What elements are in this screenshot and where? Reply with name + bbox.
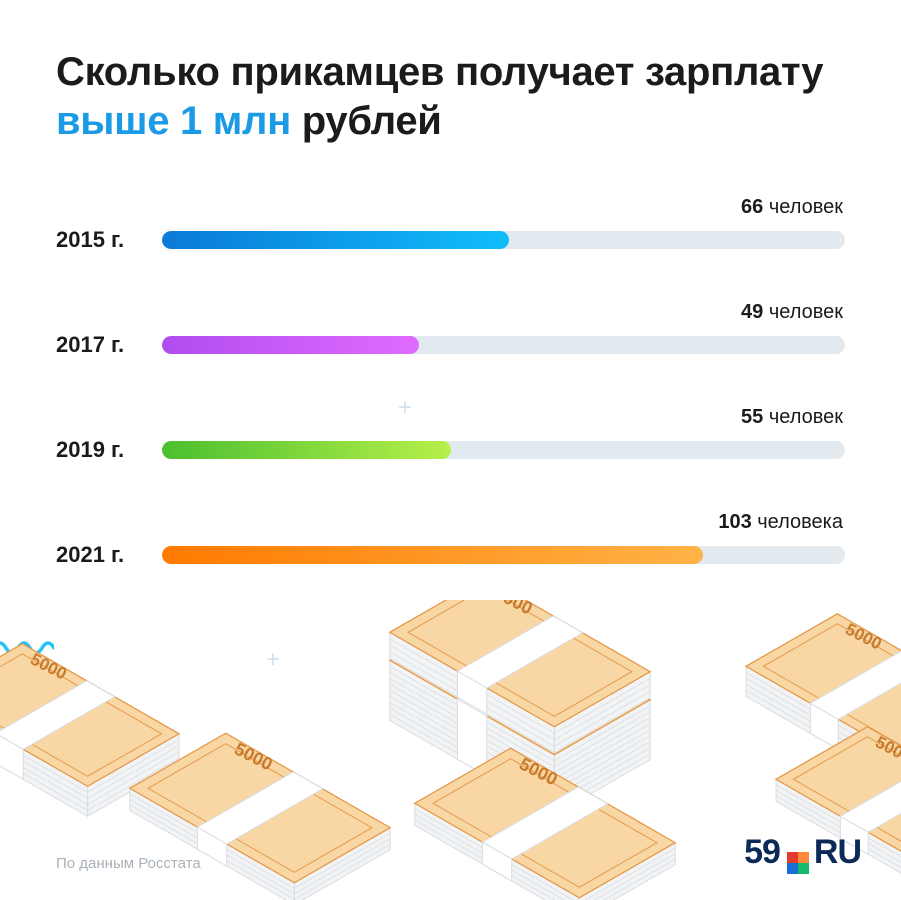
bar-fill [162,231,509,249]
bar-row: 49 человек 2017 г. [56,301,845,358]
bar-year-label: 2021 г. [56,542,144,568]
bar-value-label: 55 человек [56,406,845,429]
bar-year-label: 2019 г. [56,437,144,463]
bar-chart: 66 человек 2015 г. 49 человек 2017 г. 55 чел… [56,196,845,568]
bar-year-label: 2017 г. [56,332,144,358]
bar-row: 55 человек 2019 г. [56,406,845,463]
logo-suffix: RU [814,833,861,872]
title-highlight: выше 1 млн [56,99,291,143]
title-part-3: рублей [291,99,442,143]
bar-track [162,546,845,564]
source-text: По данным Росстата [56,855,201,872]
logo-square-icon [787,844,809,866]
bar-row: 103 человека 2021 г. [56,511,845,568]
bar-row: 66 человек 2015 г. [56,196,845,253]
bar-year-label: 2015 г. [56,227,144,253]
bar-track [162,336,845,354]
bar-track [162,441,845,459]
bar-track [162,231,845,249]
bar-value-label: 103 человека [56,511,845,534]
logo-number: 59 [744,833,780,872]
bar-value-label: 66 человек [56,196,845,219]
title-part-1: Сколько прикамцев получает зарплату [56,50,823,94]
bar-fill [162,546,703,564]
bar-fill [162,441,451,459]
bar-value-label: 49 человек [56,301,845,324]
bar-fill [162,336,419,354]
site-logo: 59 RU [744,833,861,872]
page-title: Сколько прикамцев получает зарплату выше… [56,48,845,146]
